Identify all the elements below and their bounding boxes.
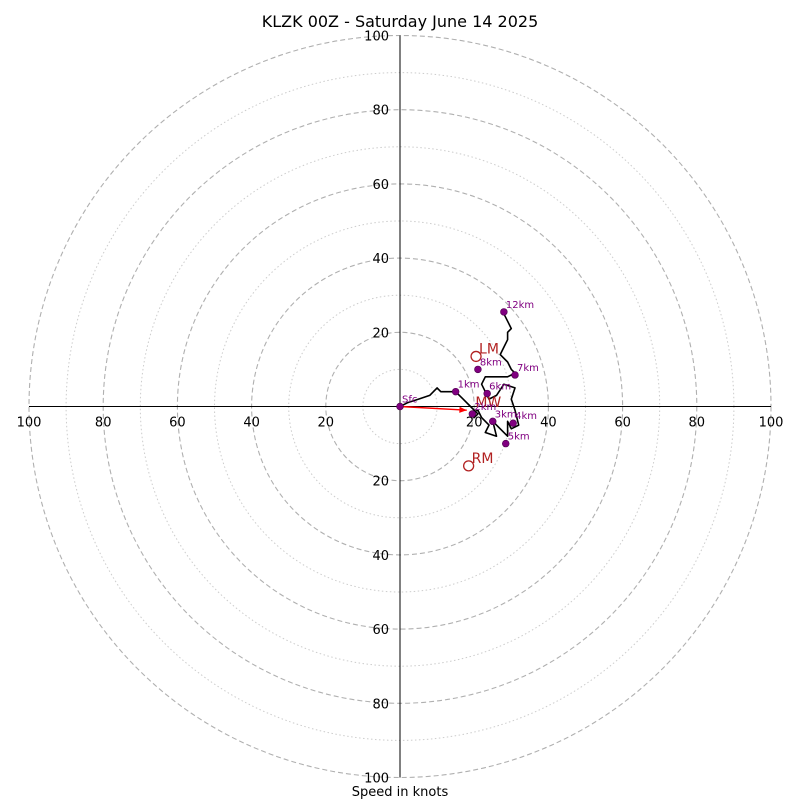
shear-vector-arrowhead bbox=[459, 406, 467, 413]
height-marker-label: 4km bbox=[515, 411, 537, 422]
y-tick-label: 100 bbox=[364, 30, 389, 45]
y-tick-label: 40 bbox=[372, 549, 389, 564]
y-tick-label: 100 bbox=[364, 772, 389, 787]
x-tick-label: 80 bbox=[689, 416, 706, 431]
height-marker bbox=[489, 417, 497, 426]
x-tick-label: 20 bbox=[466, 416, 483, 431]
chart-title: KLZK 00Z - Saturday June 14 2025 bbox=[262, 12, 539, 31]
height-marker-label: 3km bbox=[495, 409, 517, 420]
height-marker bbox=[502, 439, 510, 448]
height-marker bbox=[511, 371, 519, 379]
height-marker bbox=[474, 365, 482, 374]
y-tick-label: 80 bbox=[372, 104, 389, 119]
height-marker-label: Sfc bbox=[402, 395, 417, 406]
y-tick-labels: 100 80 60 40 20 20 40 60 80 100 bbox=[364, 30, 389, 787]
y-tick-label: 80 bbox=[372, 697, 389, 712]
x-axis-label: Speed in knots bbox=[352, 785, 449, 800]
height-marker bbox=[396, 402, 404, 411]
storm-motion-label: LM bbox=[479, 341, 499, 357]
y-tick-label: 20 bbox=[372, 326, 389, 341]
height-marker-label: 8km bbox=[480, 357, 502, 368]
x-tick-label: 20 bbox=[318, 416, 335, 431]
x-tick-label: 100 bbox=[759, 416, 784, 431]
height-marker-label: 7km bbox=[517, 363, 539, 374]
height-marker bbox=[451, 387, 460, 396]
y-tick-label: 60 bbox=[372, 623, 389, 638]
x-tick-label: 100 bbox=[17, 416, 42, 431]
x-tick-label: 60 bbox=[614, 416, 631, 431]
height-marker bbox=[483, 389, 491, 398]
height-marker-label: 1km bbox=[458, 380, 480, 391]
x-tick-label: 80 bbox=[95, 416, 112, 431]
x-tick-labels: 100 80 60 40 20 20 40 60 80 100 bbox=[17, 416, 784, 431]
height-marker-label: 5km bbox=[508, 432, 530, 443]
storm-motion-label: RM bbox=[472, 451, 494, 467]
storm-motion-marker bbox=[462, 460, 475, 472]
height-marker-label: 2km bbox=[474, 402, 496, 413]
storm-motion-markers: LM RM MW bbox=[462, 341, 501, 472]
y-tick-label: 20 bbox=[372, 475, 389, 490]
y-tick-label: 60 bbox=[372, 178, 389, 193]
height-marker bbox=[500, 308, 508, 316]
x-tick-label: 40 bbox=[243, 416, 260, 431]
x-tick-label: 60 bbox=[169, 416, 186, 431]
height-marker-label: 12km bbox=[506, 300, 534, 311]
shear-vector-line bbox=[399, 405, 467, 411]
storm-motion-marker bbox=[470, 350, 482, 363]
y-tick-label: 40 bbox=[372, 252, 389, 267]
x-tick-label: 40 bbox=[540, 416, 557, 431]
height-marker bbox=[468, 410, 477, 418]
storm-motion-label: MW bbox=[475, 395, 501, 411]
shear-vector bbox=[399, 405, 467, 413]
height-marker-label: 6km bbox=[489, 382, 511, 393]
height-marker bbox=[509, 419, 517, 427]
